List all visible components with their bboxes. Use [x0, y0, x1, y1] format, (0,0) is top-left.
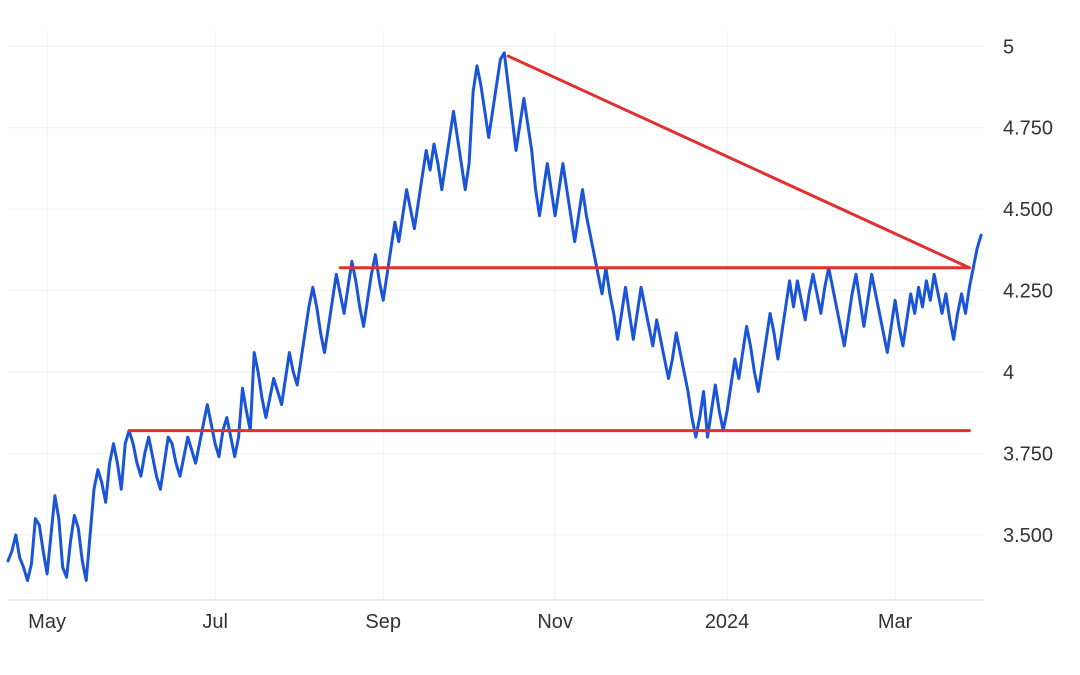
chart-svg[interactable]: 3.500 3.750 4 4.250 4.500 4.750 5 May Jul Sep Nov 2… — [0, 0, 1080, 675]
y-tick-label: 4 — [1003, 362, 1014, 384]
y-tick-label: 4.750 — [1003, 118, 1053, 140]
x-tick-label: Mar — [878, 611, 913, 633]
y-tick-label: 5 — [1003, 36, 1014, 58]
y-tick-label: 3.500 — [1003, 525, 1053, 547]
y-tick-label: 3.750 — [1003, 443, 1053, 465]
price-chart: 3.500 3.750 4 4.250 4.500 4.750 5 May Jul Sep Nov 2… — [0, 0, 1080, 675]
y-tick-label: 4.250 — [1003, 281, 1053, 303]
x-tick-label: May — [28, 611, 66, 633]
x-tick-label: Jul — [202, 611, 228, 633]
y-tick-label: 4.500 — [1003, 199, 1053, 221]
x-tick-label: Nov — [537, 611, 573, 633]
x-tick-label: Sep — [365, 611, 401, 633]
x-tick-label: 2024 — [705, 611, 750, 633]
